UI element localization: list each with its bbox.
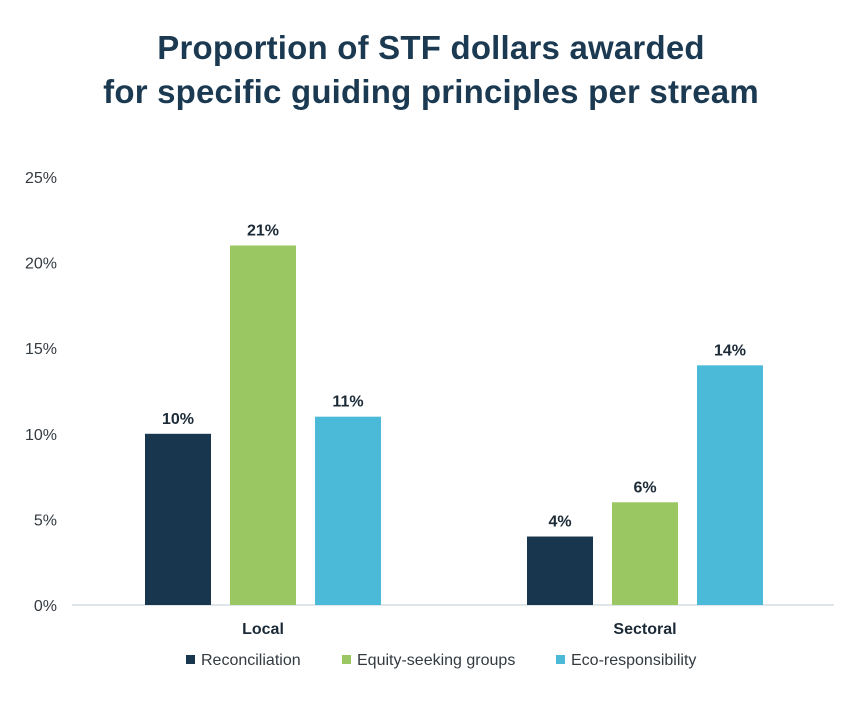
data-label: 6%	[633, 479, 656, 496]
legend-label: Equity-seeking groups	[357, 652, 515, 669]
data-label: 10%	[162, 411, 194, 428]
x-category-label: Local	[242, 621, 284, 638]
bar-reconciliation-local	[145, 433, 211, 605]
legend: Reconciliation Equity-seeking groups Eco-r…	[186, 652, 696, 669]
y-tick-label: 15%	[25, 341, 57, 358]
bar-equity-seeking-groups-local	[230, 245, 296, 606]
legend-swatch	[556, 655, 565, 664]
y-tick-label: 10%	[25, 427, 57, 444]
bar-equity-seeking-groups-sectoral	[612, 502, 678, 605]
chart-title-line-1: Proportion of STF dollars awarded	[157, 29, 705, 66]
chart-title-line-2: for specific guiding principles per stre…	[103, 73, 759, 110]
y-tick-label: 5%	[34, 512, 57, 529]
data-label: 21%	[247, 222, 279, 239]
data-label: 11%	[332, 394, 363, 411]
data-label: 14%	[714, 342, 746, 359]
y-tick-label: 0%	[34, 598, 57, 615]
data-label: 4%	[548, 514, 571, 531]
legend-label: Reconciliation	[201, 652, 301, 669]
bar-reconciliation-sectoral	[527, 536, 593, 605]
bar-eco-responsibility-local	[315, 416, 381, 605]
legend-label: Eco-responsibility	[571, 652, 696, 669]
y-tick-label: 25%	[25, 170, 57, 187]
y-tick-label: 20%	[25, 256, 57, 273]
chart-title: Proportion of STF dollars awarded for sp…	[0, 26, 862, 114]
y-axis: 0% 5% 10% 15% 20% 25%	[25, 170, 57, 615]
x-category-label: Sectoral	[613, 621, 676, 638]
legend-swatch	[186, 655, 195, 664]
bar-series-group: 10% 21% 11% 4% 6% 14%	[145, 222, 763, 606]
bar-eco-responsibility-sectoral	[697, 365, 763, 605]
legend-swatch	[342, 655, 351, 664]
category-labels: Local Sectoral	[242, 621, 676, 638]
